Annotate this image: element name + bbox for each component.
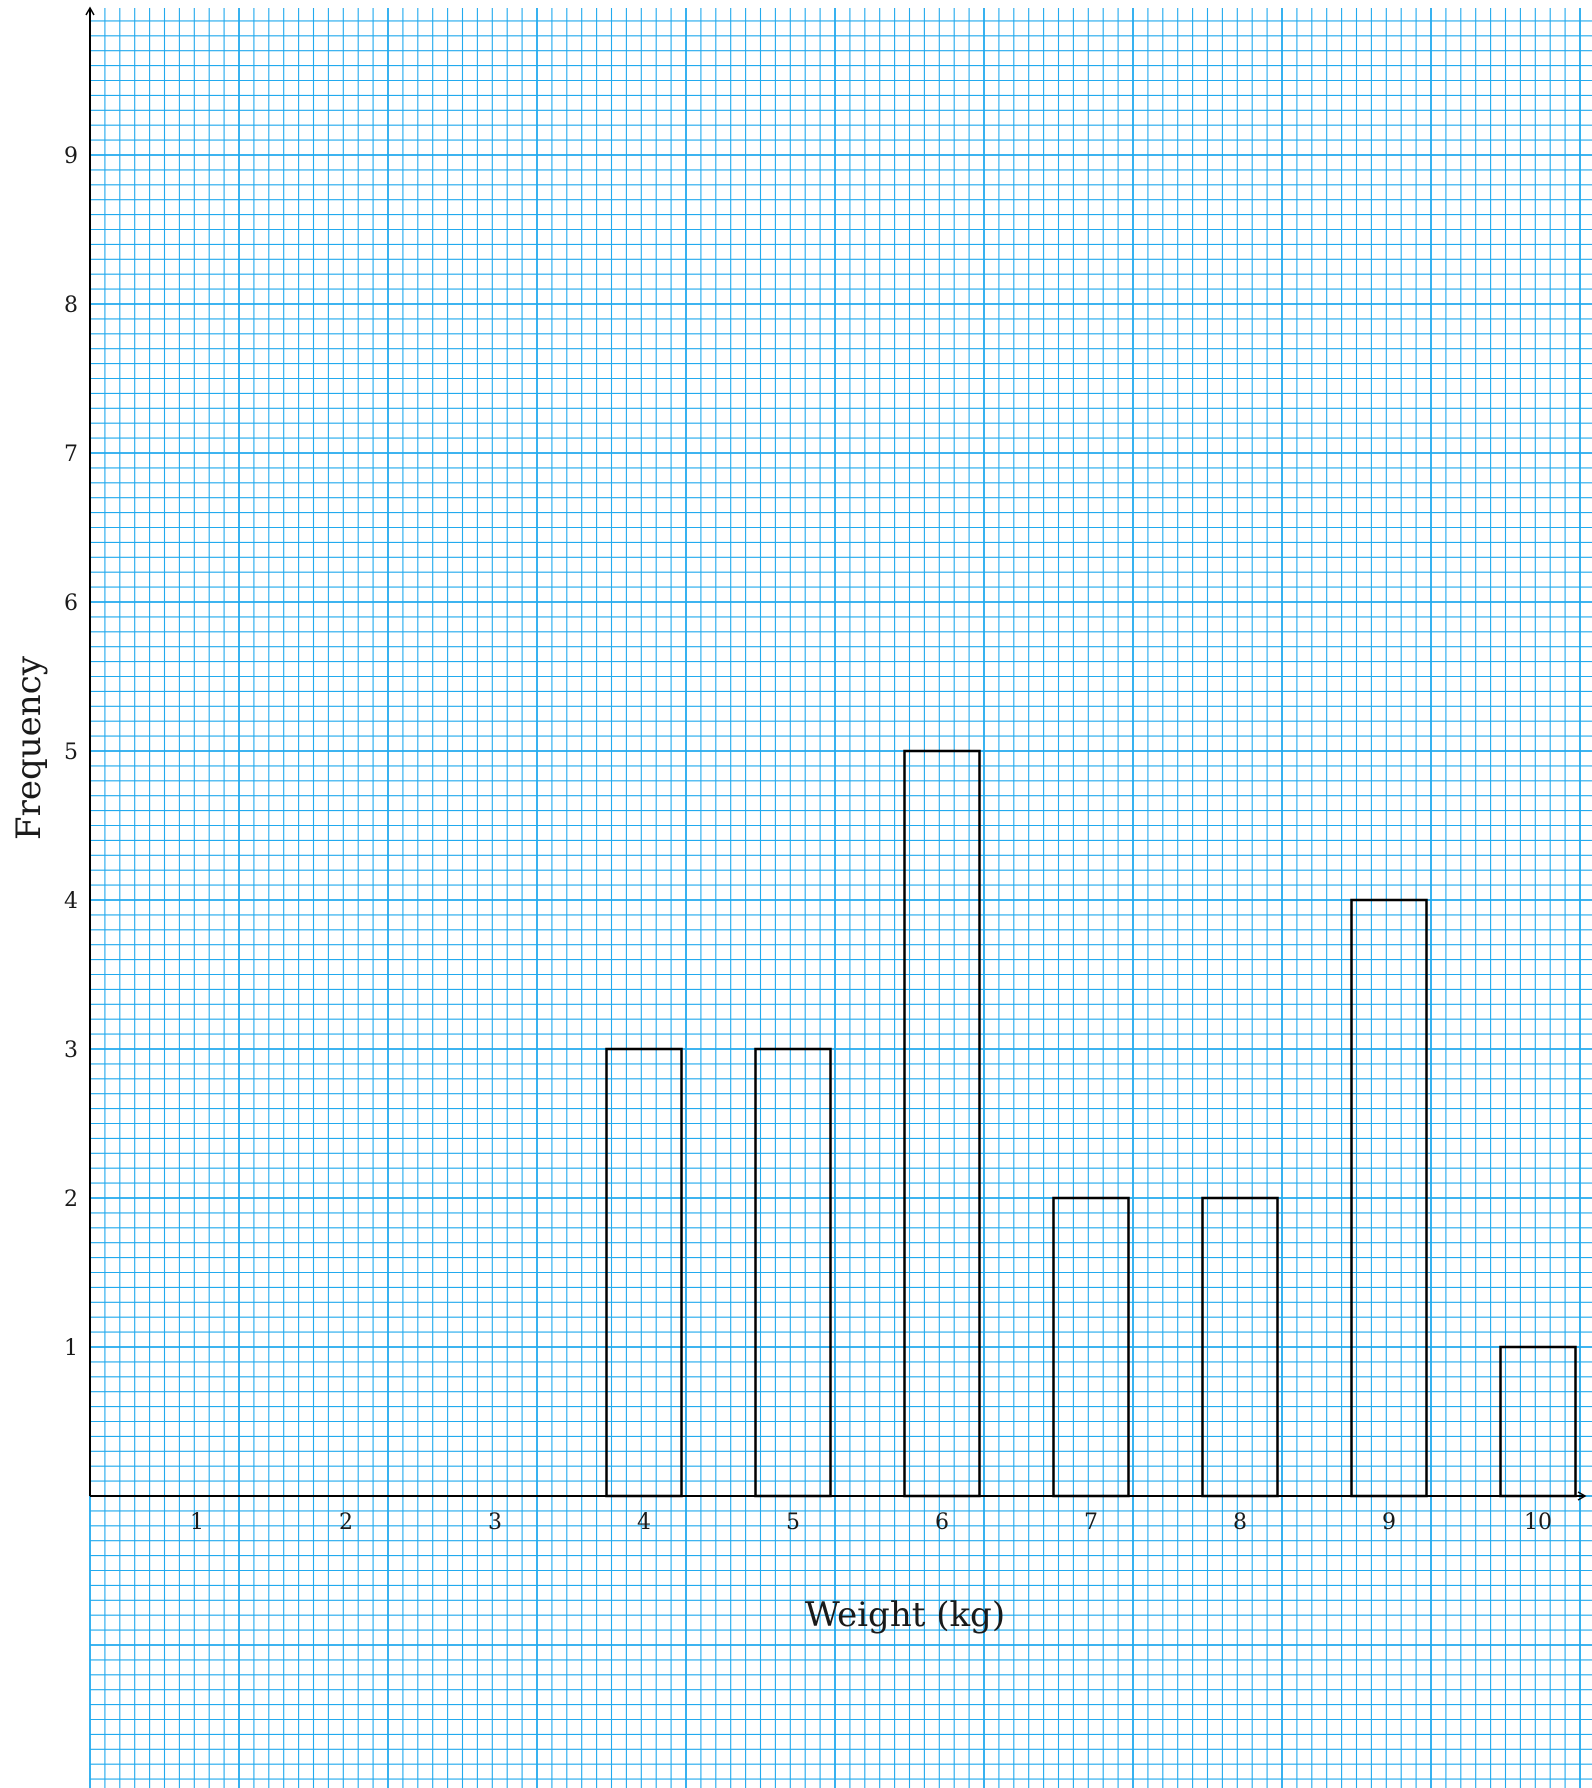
y-tick-label-4: 4 <box>64 889 78 914</box>
x-tick-label-3: 3 <box>488 1510 502 1535</box>
x-tick-label-9: 9 <box>1382 1510 1396 1535</box>
x-tick-label-1: 1 <box>190 1510 204 1535</box>
y-axis-title: Frequency <box>9 655 49 840</box>
x-tick-label-10: 10 <box>1524 1510 1552 1535</box>
y-tick-label-6: 6 <box>64 591 78 616</box>
x-axis-arrow <box>1577 1491 1587 1501</box>
y-axis-arrow <box>85 6 95 16</box>
y-tick-label-3: 3 <box>64 1038 78 1063</box>
y-tick-label-8: 8 <box>64 293 78 318</box>
x-tick-label-2: 2 <box>339 1510 353 1535</box>
x-tick-labels: 1 2 3 4 5 6 7 8 9 10 <box>190 1510 1552 1535</box>
bars <box>605 749 1577 1498</box>
y-tick-label-2: 2 <box>64 1187 78 1212</box>
x-tick-label-6: 6 <box>935 1510 949 1535</box>
axes <box>85 6 1587 1501</box>
x-axis-title: Weight (kg) <box>805 1595 1005 1635</box>
y-tick-label-9: 9 <box>64 144 78 169</box>
x-tick-label-4: 4 <box>637 1510 651 1535</box>
y-tick-labels: 1 2 3 4 5 6 7 8 9 <box>64 144 78 1361</box>
x-tick-label-5: 5 <box>786 1510 800 1535</box>
x-tick-label-8: 8 <box>1233 1510 1247 1535</box>
y-tick-label-1: 1 <box>64 1336 78 1361</box>
x-tick-label-7: 7 <box>1084 1510 1098 1535</box>
graph-paper-grid <box>89 8 1592 1788</box>
y-tick-label-7: 7 <box>64 442 78 467</box>
y-tick-label-5: 5 <box>64 740 78 765</box>
